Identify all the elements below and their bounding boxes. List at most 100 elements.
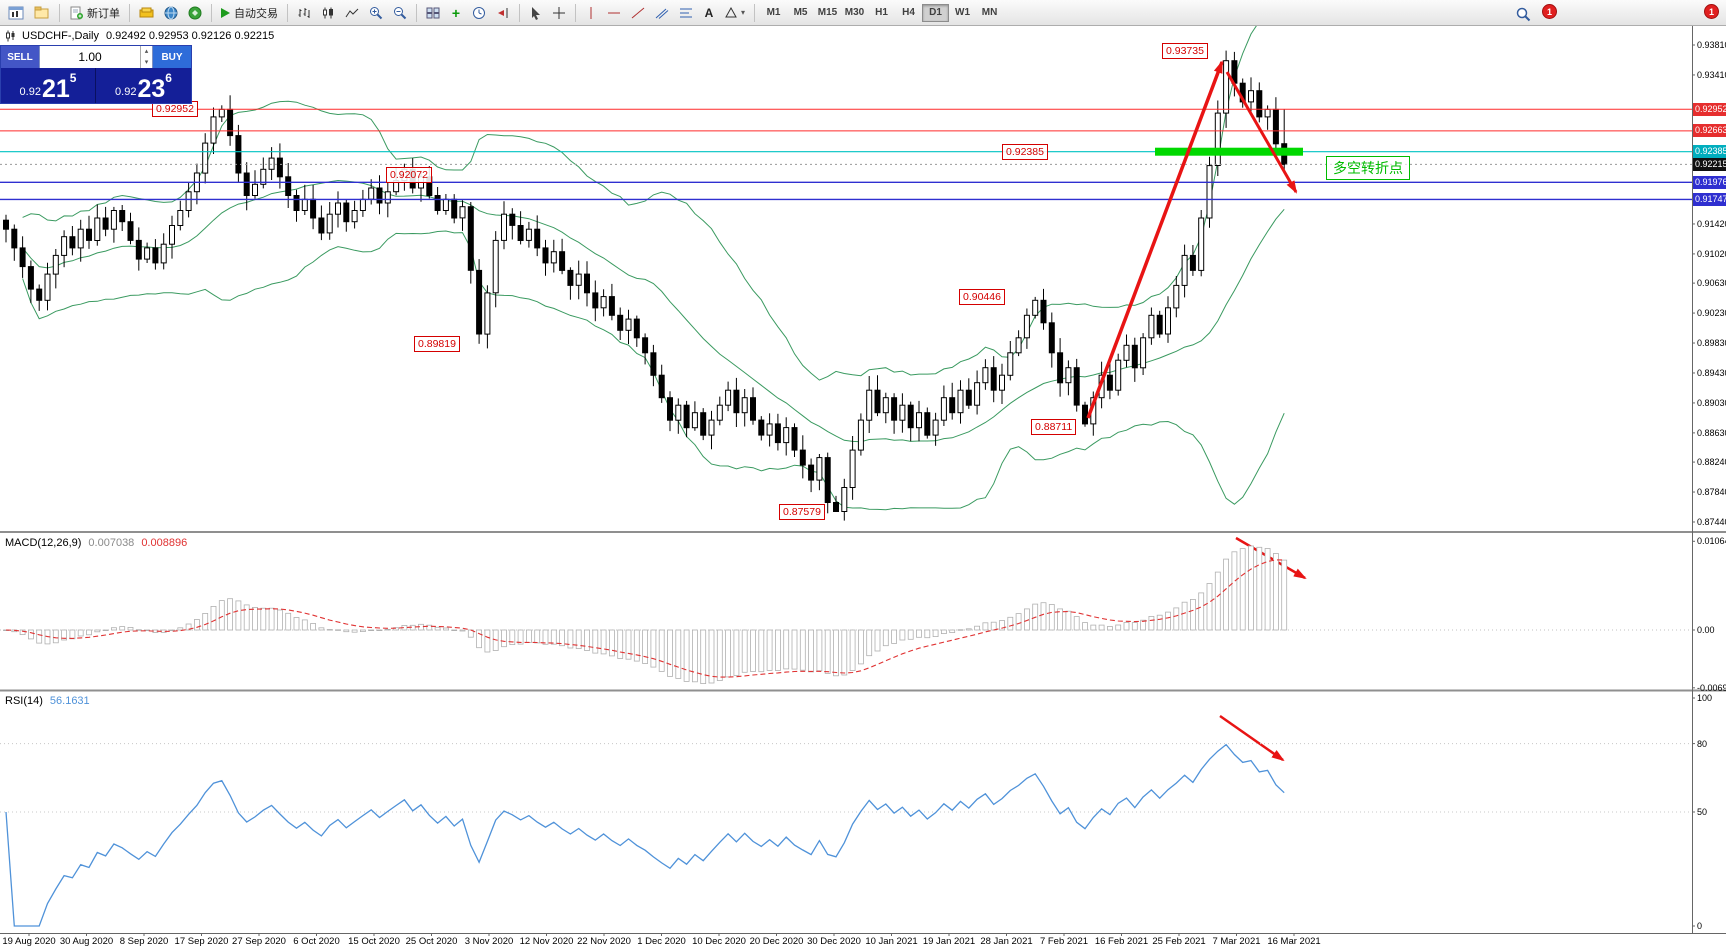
candlestick-chart-icon[interactable] xyxy=(317,3,339,23)
gold-icon[interactable] xyxy=(135,3,158,23)
shapes-icon[interactable]: ▾ xyxy=(721,3,749,23)
ohlc-values: 0.92492 0.92953 0.92126 0.92215 xyxy=(106,30,275,42)
new-chart-icon[interactable] xyxy=(4,3,28,23)
sell-price-big: 21 xyxy=(41,75,70,103)
rsi-axis-label: 50 xyxy=(1697,807,1708,817)
price-callout[interactable]: 0.92385 xyxy=(1002,144,1048,160)
date-label: 16 Feb 2021 xyxy=(1094,936,1149,947)
community-icon[interactable] xyxy=(184,3,206,23)
buy-price-button[interactable]: 0.92 23 6 xyxy=(96,68,191,103)
price-tag: 0.92663 xyxy=(1693,124,1726,137)
toolbar-separator xyxy=(416,3,417,22)
date-label: 3 Nov 2020 xyxy=(464,936,514,947)
price-callout[interactable]: 0.89819 xyxy=(414,336,460,352)
periods-icon[interactable] xyxy=(468,3,490,23)
sell-price-prefix: 0.92 xyxy=(19,86,41,98)
timeframe-button-m30[interactable]: M30 xyxy=(844,7,865,18)
fibonacci-icon[interactable] xyxy=(675,3,697,23)
trendline-icon[interactable] xyxy=(627,3,649,23)
volume-down-icon[interactable]: ▾ xyxy=(144,59,149,66)
price-tag: 0.92215 xyxy=(1693,158,1726,171)
timeframe-button-m15[interactable]: M15 xyxy=(817,7,838,18)
volume-up-icon[interactable]: ▴ xyxy=(144,48,149,55)
toolbar: 新订单 自动交易 xyxy=(0,0,1726,26)
timeframe-button-m1[interactable]: M1 xyxy=(766,7,781,18)
timeframe-button-w1[interactable]: W1 xyxy=(955,7,971,18)
toolbar-separator xyxy=(575,3,576,22)
timeframe-button-m5[interactable]: M5 xyxy=(793,7,808,18)
volume-stepper[interactable]: ▴ ▾ xyxy=(140,46,152,68)
price-callout[interactable]: 0.93735 xyxy=(1162,43,1208,59)
price-callout[interactable]: 0.92072 xyxy=(386,167,432,183)
date-label: 19 Aug 2020 xyxy=(2,936,56,947)
tile-windows-icon[interactable] xyxy=(422,3,444,23)
horizontal-line-icon[interactable] xyxy=(603,3,625,23)
price-callout[interactable]: 0.88711 xyxy=(1031,419,1077,435)
date-label: 8 Sep 2020 xyxy=(119,936,169,947)
rsi-label: RSI(14) 56.1631 xyxy=(5,695,90,707)
text-icon[interactable]: A xyxy=(704,5,714,20)
search-icon[interactable] xyxy=(1512,4,1535,24)
buy-button[interactable]: BUY xyxy=(153,46,191,68)
one-click-trading-panel: SELL 1.00 ▴ ▾ BUY 0.92 21 5 0.92 23 6 xyxy=(0,45,192,104)
indicators-icon[interactable]: + xyxy=(451,4,461,21)
new-order-button[interactable]: 新订单 xyxy=(65,3,124,23)
sell-button[interactable]: SELL xyxy=(1,46,39,68)
toolbar-separator xyxy=(754,3,756,22)
price-tag: 0.92385 xyxy=(1693,145,1726,158)
macd-pane xyxy=(0,536,1692,684)
channel-icon[interactable] xyxy=(651,3,673,23)
timeframe-button-mn[interactable]: MN xyxy=(981,7,998,18)
alert-badge[interactable]: 1 xyxy=(1542,4,1557,19)
rsi-value: 56.1631 xyxy=(49,695,90,707)
price-callout[interactable]: 0.90446 xyxy=(959,289,1005,305)
timeframe-button-h1[interactable]: H1 xyxy=(875,7,888,18)
date-label: 10 Dec 2020 xyxy=(692,936,746,947)
new-order-icon xyxy=(70,6,83,19)
timeframe-button-h4[interactable]: H4 xyxy=(902,7,915,18)
price-tag: 0.92952 xyxy=(1693,103,1726,116)
chart-shift-icon[interactable] xyxy=(492,3,514,23)
bar-chart-icon[interactable] xyxy=(293,3,315,23)
date-label: 12 Nov 2020 xyxy=(519,936,574,947)
chart-title: USDCHF-,Daily 0.92492 0.92953 0.92126 0.… xyxy=(5,30,274,42)
chart-profiles-icon[interactable] xyxy=(30,3,54,23)
crosshair-icon[interactable] xyxy=(548,3,570,23)
line-chart-icon[interactable] xyxy=(341,3,363,23)
date-label: 1 Dec 2020 xyxy=(637,936,686,947)
toolbar-separator xyxy=(287,3,288,22)
annotation-note[interactable]: 多空转折点 xyxy=(1326,156,1410,180)
globe-icon[interactable] xyxy=(160,3,182,23)
symbol-period-label: USDCHF-,Daily xyxy=(22,30,99,42)
date-label: 20 Dec 2020 xyxy=(749,936,804,947)
buy-price-prefix: 0.92 xyxy=(115,86,137,98)
auto-trading-label: 自动交易 xyxy=(234,7,278,20)
zoom-in-icon[interactable] xyxy=(365,3,387,23)
volume-input[interactable]: 1.00 ▴ ▾ xyxy=(39,46,153,68)
timeframe-button-d1[interactable]: D1 xyxy=(922,3,950,22)
zoom-out-icon[interactable] xyxy=(389,3,411,23)
date-label: 25 Feb 2021 xyxy=(1152,936,1206,947)
auto-trading-button[interactable]: 自动交易 xyxy=(217,3,282,23)
vertical-line-icon[interactable] xyxy=(581,3,601,23)
volume-value[interactable]: 1.00 xyxy=(78,50,102,64)
price-callout[interactable]: 0.87579 xyxy=(779,504,825,520)
notification-badge[interactable]: 1 xyxy=(1704,4,1719,19)
sell-price-button[interactable]: 0.92 21 5 xyxy=(1,68,96,103)
toolbar-separator xyxy=(211,3,212,22)
rsi-name: RSI(14) xyxy=(5,695,43,707)
date-label: 25 Oct 2020 xyxy=(405,936,458,947)
cursor-icon[interactable] xyxy=(525,3,546,23)
price-callout[interactable]: 0.92952 xyxy=(152,101,198,117)
